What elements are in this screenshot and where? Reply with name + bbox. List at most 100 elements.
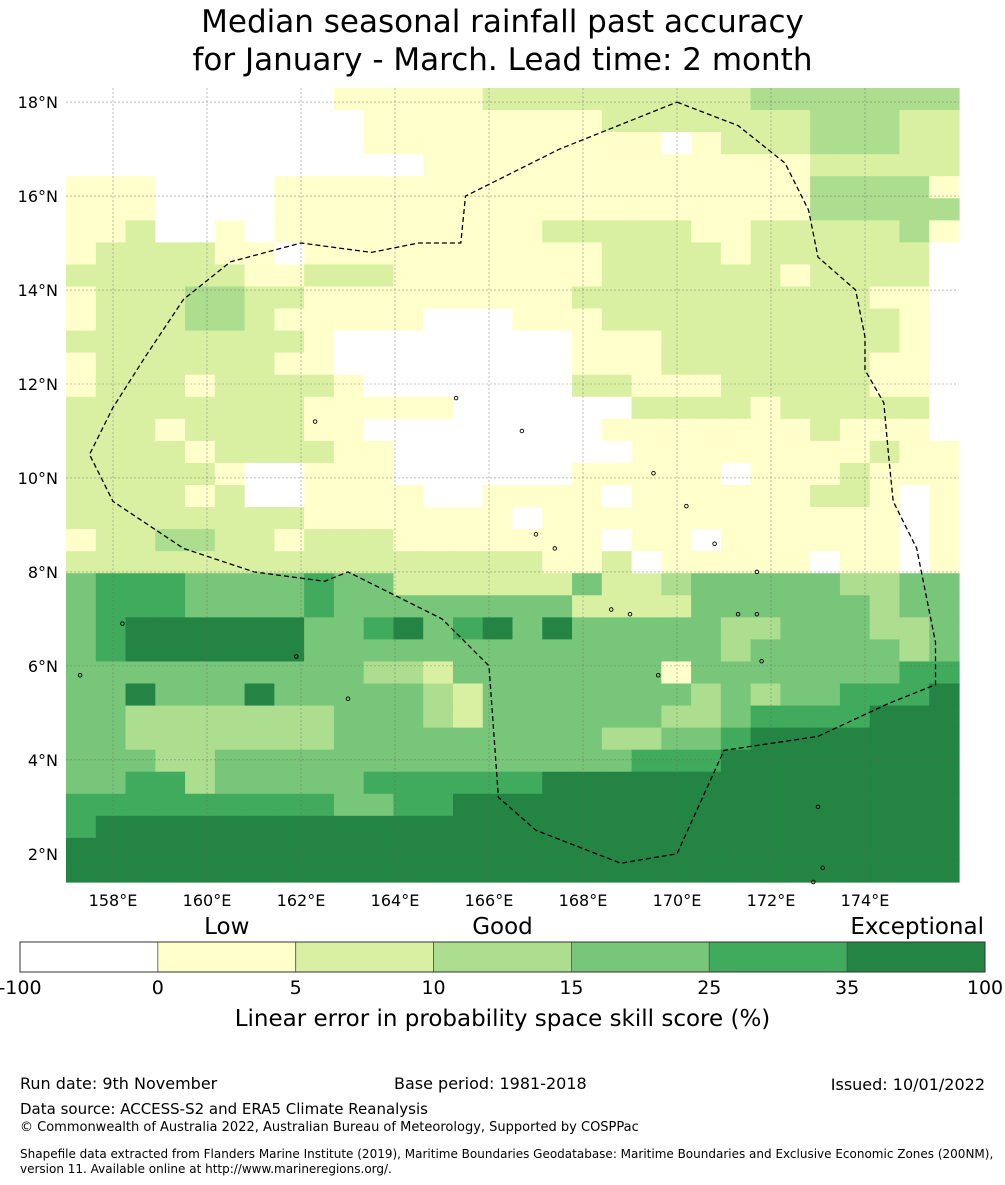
- grid-cell: [542, 617, 573, 640]
- grid-cell: [512, 176, 543, 199]
- grid-cell: [95, 88, 127, 111]
- grid-cell: [66, 639, 97, 663]
- grid-cell: [512, 837, 543, 861]
- grid-cell: [512, 264, 543, 288]
- grid-cell: [155, 749, 186, 773]
- grid-cell: [720, 595, 752, 618]
- grid-cell: [750, 507, 781, 530]
- grid-cell: [214, 837, 246, 861]
- grid-cell: [333, 440, 365, 464]
- grid-cell: [869, 595, 901, 618]
- grid-cell: [214, 529, 246, 552]
- grid-cell: [452, 220, 484, 243]
- grid-cell: [661, 132, 692, 155]
- grid-cell: [482, 859, 514, 883]
- colorbar-bin: [295, 941, 434, 973]
- grid-cell: [244, 264, 275, 288]
- grid-cell: [780, 485, 811, 508]
- grid-cell: [185, 462, 216, 486]
- grid-cell: [720, 793, 752, 817]
- grid-cell: [95, 330, 127, 354]
- grid-cell: [780, 617, 811, 640]
- grid-cell: [482, 88, 514, 111]
- grid-cell: [185, 264, 216, 288]
- grid-cell: [185, 771, 216, 795]
- grid-cell: [214, 396, 246, 420]
- grid-cell: [631, 330, 662, 354]
- grid-cell: [631, 837, 662, 861]
- grid-cell: [423, 749, 454, 773]
- grid-cell: [125, 793, 156, 817]
- grid-cell: [423, 242, 454, 266]
- grid-cell: [66, 308, 97, 332]
- grid-cell: [720, 705, 752, 729]
- grid-cell: [691, 837, 722, 861]
- grid-cell: [482, 396, 514, 420]
- grid-cell: [185, 220, 216, 243]
- grid-cell: [869, 705, 901, 729]
- grid-cell: [601, 529, 633, 552]
- grid-cell: [66, 154, 97, 177]
- grid-cell: [839, 176, 871, 199]
- grid-cell: [512, 198, 543, 221]
- grid-cell: [244, 198, 275, 221]
- grid-cell: [572, 705, 603, 729]
- grid-cell: [214, 683, 246, 707]
- grid-cell: [572, 330, 603, 354]
- grid-cell: [304, 242, 335, 266]
- grid-cell: [482, 330, 514, 354]
- grid-cell: [482, 374, 514, 398]
- grid-cell: [452, 727, 484, 751]
- grid-cell: [304, 352, 335, 376]
- grid-cell: [155, 639, 186, 663]
- grid-cell: [869, 418, 901, 442]
- grid-cell: [899, 264, 930, 288]
- grid-cell: [214, 286, 246, 310]
- grid-cell: [572, 727, 603, 751]
- grid-cell: [869, 374, 901, 398]
- grid-cell: [631, 396, 662, 420]
- grid-cell: [95, 198, 127, 221]
- grid-cell: [572, 837, 603, 861]
- grid-cell: [899, 837, 930, 861]
- grid-cell: [452, 440, 484, 464]
- grid-cell: [691, 154, 722, 177]
- grid-cell: [304, 198, 335, 221]
- grid-cell: [333, 683, 365, 707]
- grid-cell: [185, 308, 216, 332]
- grid-cell: [572, 639, 603, 663]
- grid-cell: [274, 308, 305, 332]
- grid-cell: [482, 352, 514, 376]
- grid-cell: [393, 374, 424, 398]
- grid-cell: [155, 705, 186, 729]
- grid-cell: [66, 507, 97, 530]
- grid-cell: [691, 727, 722, 751]
- grid-cell: [304, 529, 335, 552]
- grid-cell: [691, 551, 722, 574]
- grid-cell: [780, 418, 811, 442]
- grid-cell: [125, 507, 156, 530]
- grid-cell: [780, 683, 811, 707]
- grid-cell: [363, 308, 395, 332]
- lon-tick-label: 162°E: [277, 891, 326, 910]
- grid-cell: [631, 242, 662, 266]
- grid-cell: [274, 661, 305, 685]
- grid-cell: [542, 551, 573, 574]
- grid-cell: [720, 683, 752, 707]
- grid-cell: [66, 749, 97, 773]
- grid-cell: [750, 727, 781, 751]
- grid-cell: [125, 440, 156, 464]
- grid-cell: [244, 286, 275, 310]
- grid-cell: [244, 837, 275, 861]
- grid-cell: [572, 507, 603, 530]
- grid-cell: [810, 661, 841, 685]
- grid-cell: [125, 683, 156, 707]
- grid-cell: [333, 418, 365, 442]
- grid-cell: [155, 286, 186, 310]
- grid-cell: [452, 88, 484, 111]
- grid-cell: [780, 573, 811, 596]
- grid-cell: [393, 330, 424, 354]
- grid-cell: [691, 859, 722, 883]
- grid-cell: [512, 132, 543, 155]
- grid-cell: [572, 374, 603, 398]
